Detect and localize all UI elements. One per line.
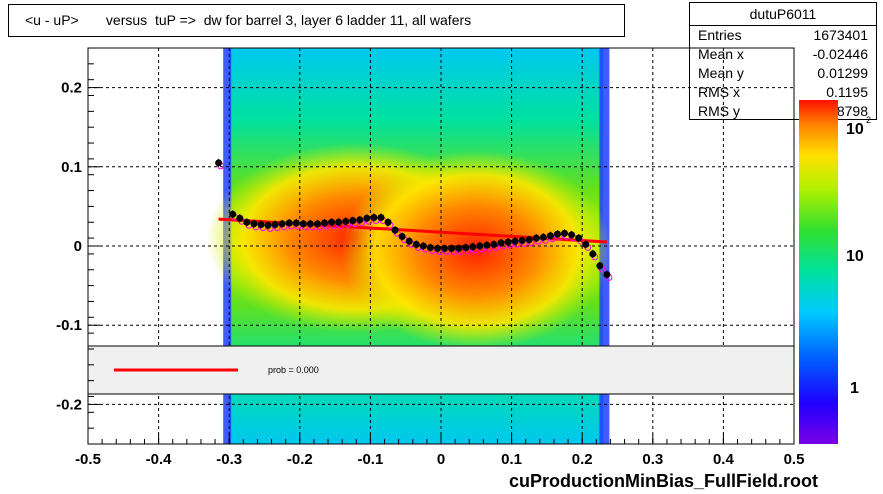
profile-point [264,221,272,229]
x-tick-label: 0.5 [784,451,805,468]
profile-point [243,218,251,226]
profile-point [377,213,385,221]
stats-box: dutuP6011 Entries 1673401 Mean x -0.02446 … [689,2,877,120]
profile-point [426,244,434,252]
profile-point [575,234,583,242]
profile-point [525,236,533,244]
colorbar-label-100: 10 [846,121,864,138]
profile-point [229,210,237,218]
stats-name: dutuP6011 [690,3,876,26]
x-tick-label: 0.1 [501,451,522,468]
legend-label: prob = 0.000 [268,365,319,375]
plot-title: <u - uP> versus tuP => dw for barrel 3, … [8,4,625,37]
profile-point [476,242,484,250]
profile-point [412,240,420,248]
profile-point [589,250,597,258]
stats-row-entries: Entries 1673401 [690,26,876,45]
profile-point [490,240,498,248]
profile-point [553,230,561,238]
profile-point [299,220,307,228]
profile-point [250,220,258,228]
x-tick-label: 0.4 [713,451,735,468]
profile-point [257,221,265,229]
profile-point [561,229,569,237]
stats-value: 1673401 [813,27,868,43]
stats-key: RMS y [698,103,740,119]
y-tick-label: 0.1 [61,159,82,176]
axes: -0.5 -0.4 -0.3 -0.2 -0.1 0 0.1 0.2 0.3 0.4 0.5 -0.2… [56,47,805,468]
profile-point [349,217,357,225]
density-core-right [341,149,612,350]
profile-point [539,233,547,241]
x-tick-label: -0.5 [75,451,101,468]
profile-point [398,232,406,240]
profile-point [215,159,223,167]
profile-point [313,220,321,228]
x-tick-label: 0.2 [572,451,593,468]
profile-point [504,238,512,246]
y-tick-label: -0.2 [56,396,82,413]
y-tick-label: -0.1 [56,317,82,334]
profile-point [271,221,279,229]
profile-point [328,218,336,226]
profile-point [335,218,343,226]
x-tick-label: 0.3 [642,451,663,468]
profile-point [306,220,314,228]
colorbar-exponent: 2 [866,115,871,125]
profile-point [405,237,413,245]
profile-point [356,216,364,224]
profile-point [433,244,441,252]
color-bar-gradient [799,100,838,444]
footer-filename: cuProductionMinBias_FullField.root [509,471,818,491]
profile-point [441,244,449,252]
profile-point [384,218,392,226]
profile-point [321,219,329,227]
profile-point [603,271,611,279]
profile-point [483,241,491,249]
stats-value: 0.01299 [817,65,868,81]
stats-row-mean-y: Mean y 0.01299 [690,64,876,83]
profile-point [582,240,590,248]
stats-row-mean-x: Mean x -0.02446 [690,45,876,64]
profile-point [292,219,300,227]
colorbar-label-10: 10 [846,248,864,265]
profile-point [419,242,427,250]
profile-point [462,244,470,252]
x-tick-label: -0.2 [287,451,313,468]
x-tick-label: 0 [437,451,445,468]
stats-key: Entries [698,27,742,43]
profile-point [596,262,604,270]
stats-key: Mean y [698,65,744,81]
profile-point [469,243,477,251]
profile-point [278,220,286,228]
profile-point [342,217,350,225]
profile-point [363,214,371,222]
y-tick-label: 0.2 [61,80,82,97]
profile-points [215,158,613,282]
profile-point [455,244,463,252]
y-tick-label: 0 [74,238,82,255]
stats-value: -0.02446 [812,46,868,62]
profile-point [285,219,293,227]
profile-point [546,232,554,240]
profile-point [511,237,519,245]
stats-key: Mean x [698,46,744,62]
profile-point [568,231,576,239]
x-tick-label: -0.4 [146,451,173,468]
legend-box: prob = 0.000 [87,345,795,395]
color-bar: 10 2 10 1 [799,100,871,444]
profile-point [497,239,505,247]
profile-point [518,236,526,244]
profile-point [448,244,456,252]
profile-point [236,214,244,222]
profile-point [532,234,540,242]
x-tick-label: -0.3 [216,451,242,468]
colorbar-label-1: 1 [850,380,859,397]
profile-point [370,213,378,221]
x-tick-label: -0.1 [357,451,383,468]
stats-value: 0.1195 [826,84,868,100]
profile-point [391,226,399,234]
